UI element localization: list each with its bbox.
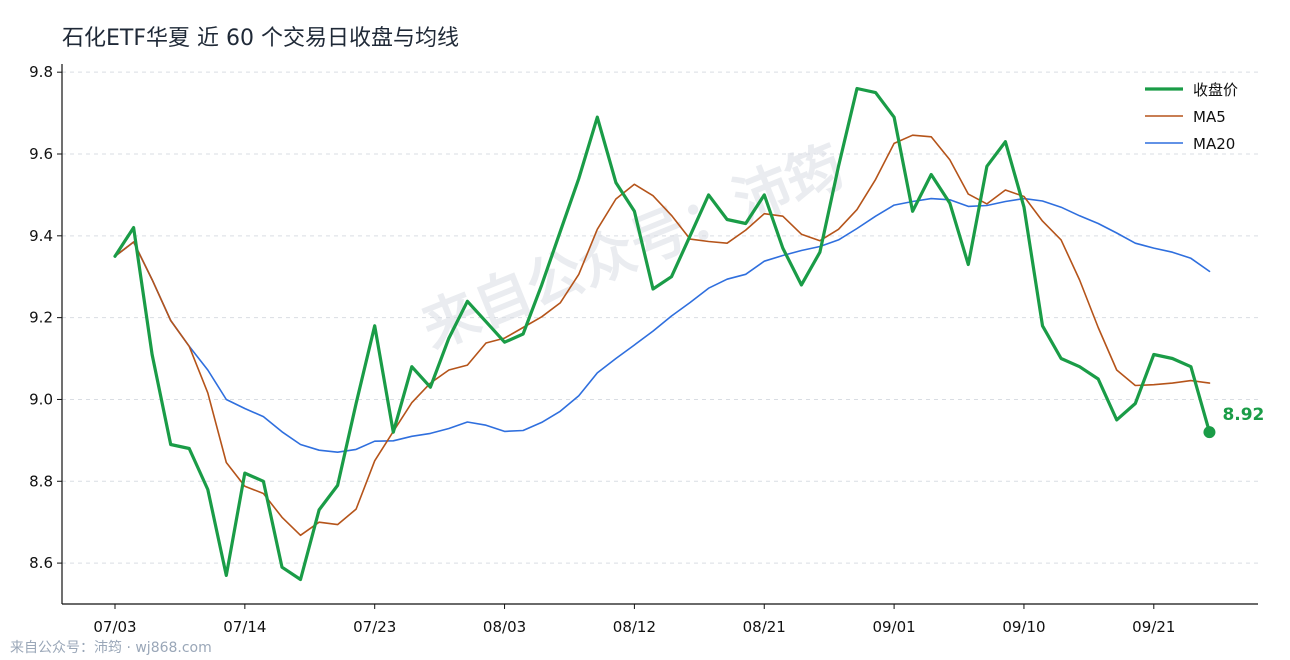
y-tick-label: 9.8 xyxy=(29,63,53,81)
x-axis-ticks: 07/03 07/14 07/23 08/03 08/12 08/21 09/01 09/10… xyxy=(93,604,1175,636)
series-line-close xyxy=(113,86,1212,582)
y-tick-label: 9.6 xyxy=(29,145,53,163)
axes xyxy=(61,64,1258,605)
x-tick-label: 08/03 xyxy=(483,618,526,636)
legend-label: MA20 xyxy=(1193,135,1235,153)
x-tick-label: 08/12 xyxy=(613,618,656,636)
y-axis-ticks: 8.6 8.8 9.0 9.2 9.4 9.6 9.8 xyxy=(29,63,62,572)
watermark: 来自公众号：沛筠 xyxy=(413,134,853,362)
last-value-annotation: 8.92 xyxy=(1203,405,1264,439)
legend-label: MA5 xyxy=(1193,108,1226,126)
x-tick-label: 07/03 xyxy=(93,618,136,636)
chart-title: 石化ETF华夏 近 60 个交易日收盘与均线 xyxy=(62,26,459,51)
x-tick-label: 08/21 xyxy=(743,618,786,636)
series-line-ma20 xyxy=(114,197,1211,454)
y-tick-label: 8.6 xyxy=(29,554,53,572)
y-tick-label: 9.0 xyxy=(29,390,53,408)
legend: 收盘价 MA5 MA20 xyxy=(1145,81,1238,153)
x-tick-label: 07/14 xyxy=(223,618,266,636)
x-tick-label: 07/23 xyxy=(353,618,396,636)
x-tick-label: 09/10 xyxy=(1002,618,1045,636)
footer-credit: 来自公众号：沛筠 · wj868.com xyxy=(10,640,212,656)
y-tick-label: 8.8 xyxy=(29,472,53,490)
x-tick-label: 09/21 xyxy=(1132,618,1175,636)
legend-label: 收盘价 xyxy=(1193,81,1238,99)
series-lines xyxy=(113,86,1212,582)
y-tick-label: 9.2 xyxy=(29,309,53,327)
last-point-marker xyxy=(1203,426,1216,439)
series-line-ma5 xyxy=(114,134,1211,537)
x-tick-label: 09/01 xyxy=(872,618,915,636)
y-tick-label: 9.4 xyxy=(29,227,53,245)
last-value-label: 8.92 xyxy=(1222,405,1264,425)
